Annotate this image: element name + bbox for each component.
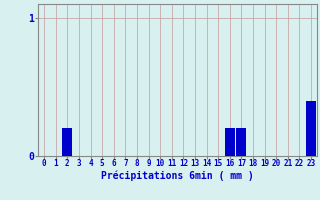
X-axis label: Précipitations 6min ( mm ): Précipitations 6min ( mm ) — [101, 171, 254, 181]
Bar — [225, 128, 235, 156]
Bar — [306, 101, 316, 156]
Bar — [62, 128, 72, 156]
Bar — [236, 128, 246, 156]
